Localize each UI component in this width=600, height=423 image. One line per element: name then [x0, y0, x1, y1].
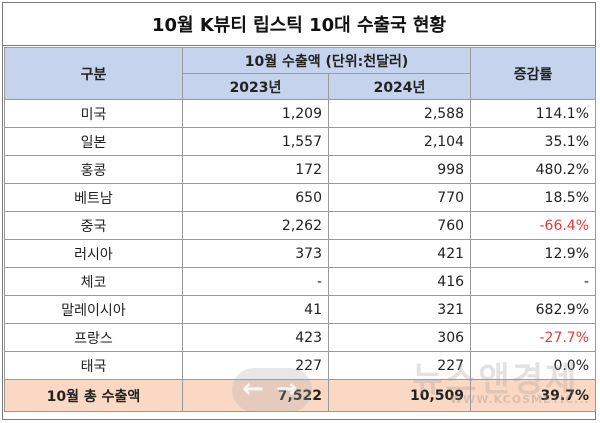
value-2024-cell: 321	[327, 295, 472, 324]
value-2024-cell: 760	[327, 211, 472, 240]
rate-cell: 682.9%	[470, 295, 597, 324]
table-row: 미국 1,209 2,588 114.1%	[4, 99, 597, 128]
rate-cell: -	[470, 267, 597, 296]
total-2023: 7,522	[182, 379, 329, 412]
rate-cell: 12.9%	[470, 239, 597, 268]
value-2024-cell: 416	[327, 267, 472, 296]
header-rate: 증감률	[470, 47, 597, 100]
value-2023-cell: 1,209	[182, 99, 329, 128]
total-label: 10월 총 수출액	[4, 379, 183, 412]
value-2023-cell: 172	[182, 155, 329, 184]
value-2023-cell: 227	[182, 351, 329, 380]
header-category: 구분	[4, 47, 183, 100]
value-2024-cell: 770	[327, 183, 472, 212]
rate-cell: 18.5%	[470, 183, 597, 212]
country-cell: 말레이시아	[4, 295, 183, 324]
total-rate: 39.7%	[470, 379, 597, 412]
value-2023-cell: 373	[182, 239, 329, 268]
country-cell: 프랑스	[4, 323, 183, 352]
export-table: 구분 10월 수출액 (단위:천달러) 증감률 2023년 2024년 미국 1,…	[4, 47, 597, 412]
country-cell: 체코	[4, 267, 183, 296]
country-cell: 중국	[4, 211, 183, 240]
value-2024-cell: 227	[327, 351, 472, 380]
country-cell: 러시아	[4, 239, 183, 268]
country-cell: 베트남	[4, 183, 183, 212]
value-2024-cell: 998	[327, 155, 472, 184]
value-2024-cell: 421	[327, 239, 472, 268]
table-row: 일본 1,557 2,104 35.1%	[4, 127, 597, 156]
country-cell: 미국	[4, 99, 183, 128]
header-export-group: 10월 수출액 (단위:천달러)	[181, 47, 472, 74]
table-row: 말레이시아 41 321 682.9%	[4, 295, 597, 324]
country-cell: 태국	[4, 351, 183, 380]
rate-cell: -27.7%	[470, 323, 597, 352]
table-row: 태국 227 227 0.0%	[4, 351, 597, 380]
header-2024: 2024년	[327, 73, 472, 100]
country-cell: 일본	[4, 127, 183, 156]
table-row: 베트남 650 770 18.5%	[4, 183, 597, 212]
total-row: 10월 총 수출액 7,522 10,509 39.7%	[4, 379, 597, 412]
value-2024-cell: 2,588	[327, 99, 472, 128]
value-2024-cell: 306	[327, 323, 472, 352]
table-row: 중국 2,262 760 -66.4%	[4, 211, 597, 240]
value-2023-cell: -	[182, 267, 329, 296]
rate-cell: 0.0%	[470, 351, 597, 380]
table-row: 체코 -416-	[4, 267, 597, 296]
rate-cell: -66.4%	[470, 211, 597, 240]
rate-cell: 480.2%	[470, 155, 597, 184]
value-2023-cell: 650	[182, 183, 329, 212]
value-2023-cell: 423	[182, 323, 329, 352]
table-row: 러시아 373 421 12.9%	[4, 239, 597, 268]
table-row: 프랑스 423 306 -27.7%	[4, 323, 597, 352]
rate-cell: 35.1%	[470, 127, 597, 156]
country-cell: 홍콩	[4, 155, 183, 184]
header-2023: 2023년	[182, 73, 329, 100]
value-2023-cell: 41	[182, 295, 329, 324]
total-2024: 10,509	[327, 379, 472, 412]
value-2023-cell: 1,557	[182, 127, 329, 156]
value-2024-cell: 2,104	[327, 127, 472, 156]
value-2023-cell: 2,262	[182, 211, 329, 240]
rate-cell: 114.1%	[470, 99, 597, 128]
page-title: 10월 K뷰티 립스틱 10대 수출국 현황	[2, 2, 596, 46]
table-row: 홍콩 172 998 480.2%	[4, 155, 597, 184]
